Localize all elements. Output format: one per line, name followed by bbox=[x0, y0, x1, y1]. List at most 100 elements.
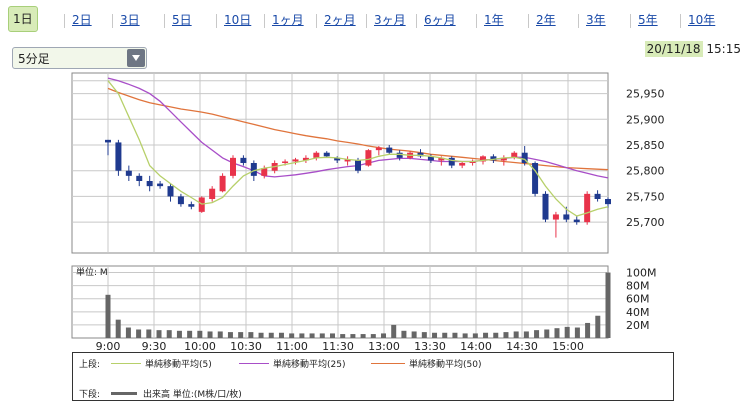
candle-body bbox=[230, 157, 236, 176]
timestamp-time: 15:15 bbox=[706, 42, 741, 56]
candle-body bbox=[323, 152, 330, 157]
candle-body bbox=[511, 152, 518, 158]
x-tick-label: 10:30 bbox=[230, 340, 262, 353]
volume-bar bbox=[299, 333, 305, 338]
candle-body bbox=[459, 163, 466, 166]
ma5-line bbox=[107, 80, 609, 217]
volume-bar bbox=[564, 326, 570, 338]
tab-separator bbox=[264, 14, 265, 28]
legend-ma50-swatch bbox=[371, 363, 405, 364]
volume-bar bbox=[370, 334, 376, 338]
tab-10日[interactable]: 10日 bbox=[224, 13, 252, 27]
volume-bar bbox=[258, 332, 264, 338]
tab-10年[interactable]: 10年 bbox=[688, 13, 716, 27]
volume-bar bbox=[166, 330, 172, 338]
volume-bar bbox=[197, 330, 203, 338]
volume-bar bbox=[227, 332, 233, 338]
candle-body bbox=[573, 219, 580, 223]
tab-5日[interactable]: 5日 bbox=[172, 13, 192, 27]
tab-3日[interactable]: 3日 bbox=[120, 13, 140, 27]
tab-separator bbox=[64, 14, 65, 28]
volume-bar bbox=[472, 333, 478, 338]
candle-body bbox=[365, 150, 372, 166]
candle-body bbox=[344, 159, 351, 162]
x-tick-label: 9:00 bbox=[96, 340, 121, 353]
volume-bar bbox=[595, 315, 601, 338]
volume-bar bbox=[360, 334, 366, 338]
legend-volume-label: 出来高 単位:(M株/口/枚) bbox=[143, 390, 242, 400]
tab-separator bbox=[416, 14, 417, 28]
tab-1ヶ月[interactable]: 1ヶ月 bbox=[272, 13, 304, 27]
tab-3ヶ月[interactable]: 3ヶ月 bbox=[374, 13, 406, 27]
candle-body bbox=[302, 157, 309, 161]
x-tick-label: 9:30 bbox=[142, 340, 167, 353]
tab-2ヶ月[interactable]: 2ヶ月 bbox=[324, 13, 356, 27]
volume-bar bbox=[238, 332, 244, 338]
interval-select[interactable]: 5分足 bbox=[12, 47, 147, 69]
price-tick-label: 25,850 bbox=[626, 139, 665, 152]
tab-2日[interactable]: 2日 bbox=[72, 13, 92, 27]
x-tick-label: 11:00 bbox=[276, 340, 308, 353]
candle-body bbox=[448, 157, 455, 166]
tab-1年[interactable]: 1年 bbox=[484, 13, 504, 27]
tab-separator bbox=[680, 14, 681, 28]
volume-bar bbox=[217, 331, 223, 338]
volume-bar bbox=[523, 331, 529, 338]
candle-body bbox=[438, 157, 445, 161]
x-tick-label: 10:00 bbox=[184, 340, 216, 353]
volume-bar bbox=[187, 330, 193, 338]
tab-5年[interactable]: 5年 bbox=[638, 13, 658, 27]
candle-body bbox=[209, 188, 216, 199]
price-tick-label: 25,900 bbox=[626, 113, 665, 126]
volume-tick-label: 40M bbox=[626, 306, 650, 319]
period-tab-bar: 1日 2日 3日 5日 10日 1ヶ月 2ヶ月 3ヶ月 6ヶ月 1年 2年 3年 5年 10年 bbox=[0, 0, 749, 46]
tab-6ヶ月[interactable]: 6ヶ月 bbox=[424, 13, 456, 27]
volume-bar bbox=[340, 334, 346, 338]
chart-timestamp: 20/11/18 15:15 bbox=[644, 41, 741, 57]
volume-bar bbox=[411, 331, 417, 338]
x-tick-label: 11:30 bbox=[322, 340, 354, 353]
tab-separator bbox=[578, 14, 579, 28]
tab-separator bbox=[216, 14, 217, 28]
tab-1日[interactable]: 1日 bbox=[8, 6, 38, 32]
volume-bar bbox=[105, 294, 111, 338]
volume-bar bbox=[309, 333, 315, 338]
volume-unit-label: 単位: M bbox=[76, 266, 108, 278]
legend-upper-label: 上段: bbox=[79, 360, 101, 370]
volume-bar bbox=[329, 333, 335, 338]
volume-bar bbox=[401, 330, 407, 338]
tab-separator bbox=[630, 14, 631, 28]
candle-body bbox=[386, 147, 393, 153]
x-tick-label: 14:30 bbox=[506, 340, 538, 353]
candle-body bbox=[105, 139, 111, 143]
tab-separator bbox=[112, 14, 113, 28]
interval-selected-value: 5分足 bbox=[18, 52, 50, 66]
price-tick-label: 25,950 bbox=[626, 88, 665, 101]
volume-bar bbox=[534, 330, 540, 338]
candle-body bbox=[532, 163, 539, 194]
chevron-down-icon[interactable] bbox=[127, 49, 145, 67]
volume-bar bbox=[289, 333, 295, 338]
tab-2年[interactable]: 2年 bbox=[536, 13, 556, 27]
candle-body bbox=[177, 196, 184, 205]
price-tick-label: 25,800 bbox=[626, 165, 665, 178]
candle-body bbox=[334, 157, 341, 161]
volume-bar bbox=[156, 330, 162, 338]
volume-bar bbox=[350, 334, 356, 338]
candle-body bbox=[240, 157, 247, 163]
tab-separator bbox=[476, 14, 477, 28]
volume-panel bbox=[71, 265, 609, 339]
tab-3年[interactable]: 3年 bbox=[586, 13, 606, 27]
candle-body bbox=[355, 160, 361, 171]
candle-body bbox=[282, 161, 289, 163]
volume-bar bbox=[278, 332, 284, 338]
timestamp-date: 20/11/18 bbox=[644, 41, 703, 57]
legend-ma50-label: 単純移動平均(50) bbox=[409, 360, 482, 370]
price-tick-label: 25,700 bbox=[626, 216, 665, 229]
volume-bar bbox=[442, 332, 448, 338]
tab-separator bbox=[528, 14, 529, 28]
volume-bar bbox=[248, 332, 254, 338]
candle-body bbox=[417, 152, 424, 157]
volume-bar bbox=[268, 332, 274, 338]
